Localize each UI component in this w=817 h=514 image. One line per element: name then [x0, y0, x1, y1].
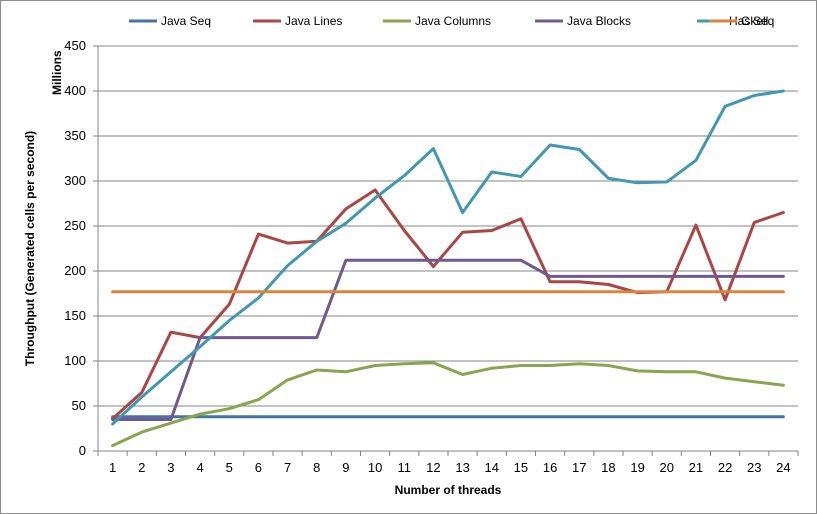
- x-tick-label: 15: [514, 460, 528, 475]
- series-line-java-lines: [111, 188, 785, 421]
- y-tick-label: 350: [64, 128, 86, 143]
- y-tick-label: 450: [64, 38, 86, 53]
- series-lines: [111, 89, 785, 448]
- y-unit-label: Millions: [50, 50, 64, 95]
- legend-label: Java Lines: [285, 14, 342, 28]
- legend-label: Haskell: [729, 14, 768, 28]
- x-tick-label: 11: [398, 460, 412, 475]
- y-tick-label: 0: [79, 443, 86, 458]
- x-tick-label: 13: [455, 460, 469, 475]
- series-line-java-columns: [111, 361, 785, 448]
- y-tick-label: 50: [72, 398, 86, 413]
- y-axis-title: Throughput (Generated cells per second): [23, 131, 37, 366]
- x-tick-label: 6: [255, 460, 262, 475]
- x-tick-label: 17: [572, 460, 586, 475]
- x-tick-label: 20: [660, 460, 674, 475]
- series-line-haskell: [111, 89, 785, 426]
- y-tick-label: 300: [64, 173, 86, 188]
- x-tick-label: 18: [601, 460, 615, 475]
- x-tick-label: 12: [426, 460, 440, 475]
- x-tick-label: 21: [689, 460, 703, 475]
- x-tick-label: 7: [284, 460, 291, 475]
- legend-label: Java Blocks: [567, 14, 631, 28]
- legend-item: Java Lines: [253, 14, 342, 28]
- legend-label: C Seq: [741, 14, 774, 28]
- x-axis-title: Number of threads: [395, 483, 502, 497]
- legend: Java Seq Java Lines Java Columns Java Block…: [129, 14, 774, 28]
- legend-item: C Seq: [709, 14, 774, 28]
- x-tick-label: 23: [747, 460, 761, 475]
- y-tick-label: 400: [64, 83, 86, 98]
- x-tick-label: 19: [630, 460, 644, 475]
- y-tick-label: 150: [64, 308, 86, 323]
- y-tick-label: 250: [64, 218, 86, 233]
- x-tick-label: 2: [138, 460, 145, 475]
- legend-label: Java Seq: [161, 14, 211, 28]
- y-tick-label: 200: [64, 263, 86, 278]
- legend-item: Java Columns: [383, 14, 491, 28]
- x-tick-label: 3: [167, 460, 174, 475]
- x-tick-label: 22: [718, 460, 732, 475]
- x-tick-label: 10: [368, 460, 382, 475]
- x-tick-label: 4: [196, 460, 203, 475]
- x-tick-label: 16: [543, 460, 557, 475]
- legend-item: Java Blocks: [535, 14, 631, 28]
- y-tick-label: 100: [64, 353, 86, 368]
- x-tick-label: 14: [485, 460, 499, 475]
- x-tick-label: 1: [109, 460, 116, 475]
- series-line-java-blocks: [111, 258, 785, 421]
- x-tick-label: 8: [313, 460, 320, 475]
- legend-label: Java Columns: [415, 14, 491, 28]
- legend-item: Java Seq: [129, 14, 211, 28]
- gridlines: [98, 45, 798, 407]
- x-tick-label: 9: [342, 460, 349, 475]
- x-tick-label: 5: [226, 460, 233, 475]
- x-tick-label: 24: [776, 460, 790, 475]
